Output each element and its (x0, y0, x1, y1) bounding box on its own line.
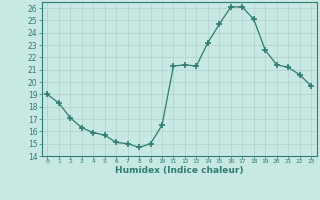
X-axis label: Humidex (Indice chaleur): Humidex (Indice chaleur) (115, 166, 244, 175)
